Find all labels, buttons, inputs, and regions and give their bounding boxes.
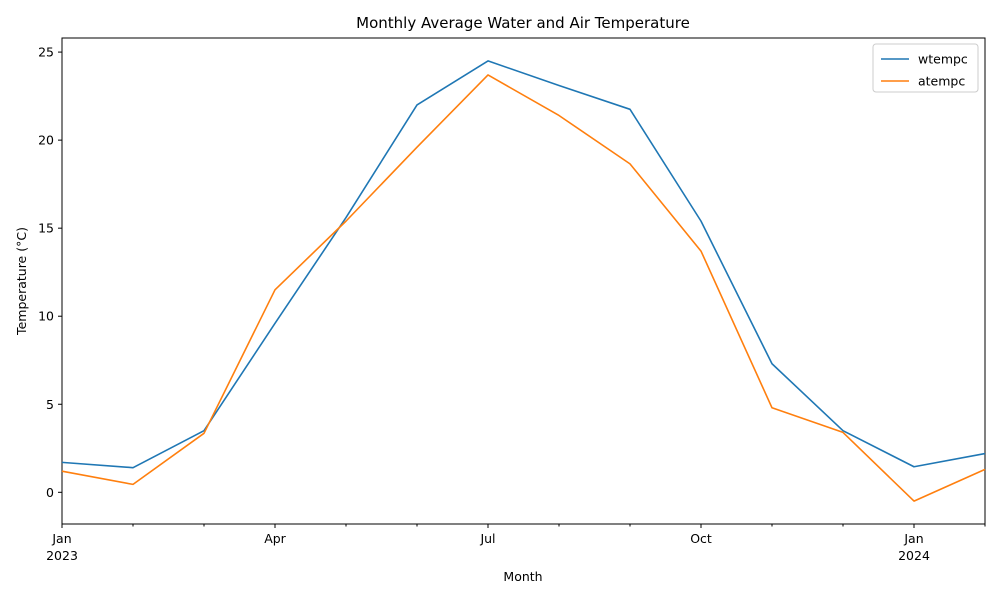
chart-title: Monthly Average Water and Air Temperatur… <box>356 14 690 32</box>
y-tick-label: 25 <box>38 45 54 60</box>
plot-area-frame <box>61 37 986 525</box>
x-axis: Jan 2023 Apr Jul Oct Jan 2024 <box>46 524 986 563</box>
y-axis-label: Temperature (°C) <box>14 227 29 336</box>
x-tick-year-label: 2024 <box>898 548 930 563</box>
y-tick-label: 5 <box>46 397 54 412</box>
x-tick-label: Jul <box>479 531 495 546</box>
y-axis: 0 5 10 15 20 25 <box>38 45 62 500</box>
x-axis-label: Month <box>503 569 542 584</box>
x-tick-label: Jan <box>51 531 71 546</box>
legend: wtempc atempc <box>872 43 979 93</box>
x-tick-label: Oct <box>690 531 712 546</box>
y-tick-label: 20 <box>38 133 54 148</box>
series-line-wtempc <box>61 60 986 469</box>
legend-label-atempc: atempc <box>918 74 965 89</box>
series-line-atempc <box>61 74 986 502</box>
x-tick-label: Jan <box>903 531 923 546</box>
y-tick-label: 15 <box>38 221 54 236</box>
x-tick-year-label: 2023 <box>46 548 78 563</box>
series-lines <box>61 60 986 502</box>
x-tick-label: Apr <box>264 531 286 546</box>
legend-box <box>872 43 979 93</box>
y-tick-label: 10 <box>38 309 54 324</box>
y-tick-label: 0 <box>46 485 54 500</box>
legend-label-wtempc: wtempc <box>918 52 968 67</box>
